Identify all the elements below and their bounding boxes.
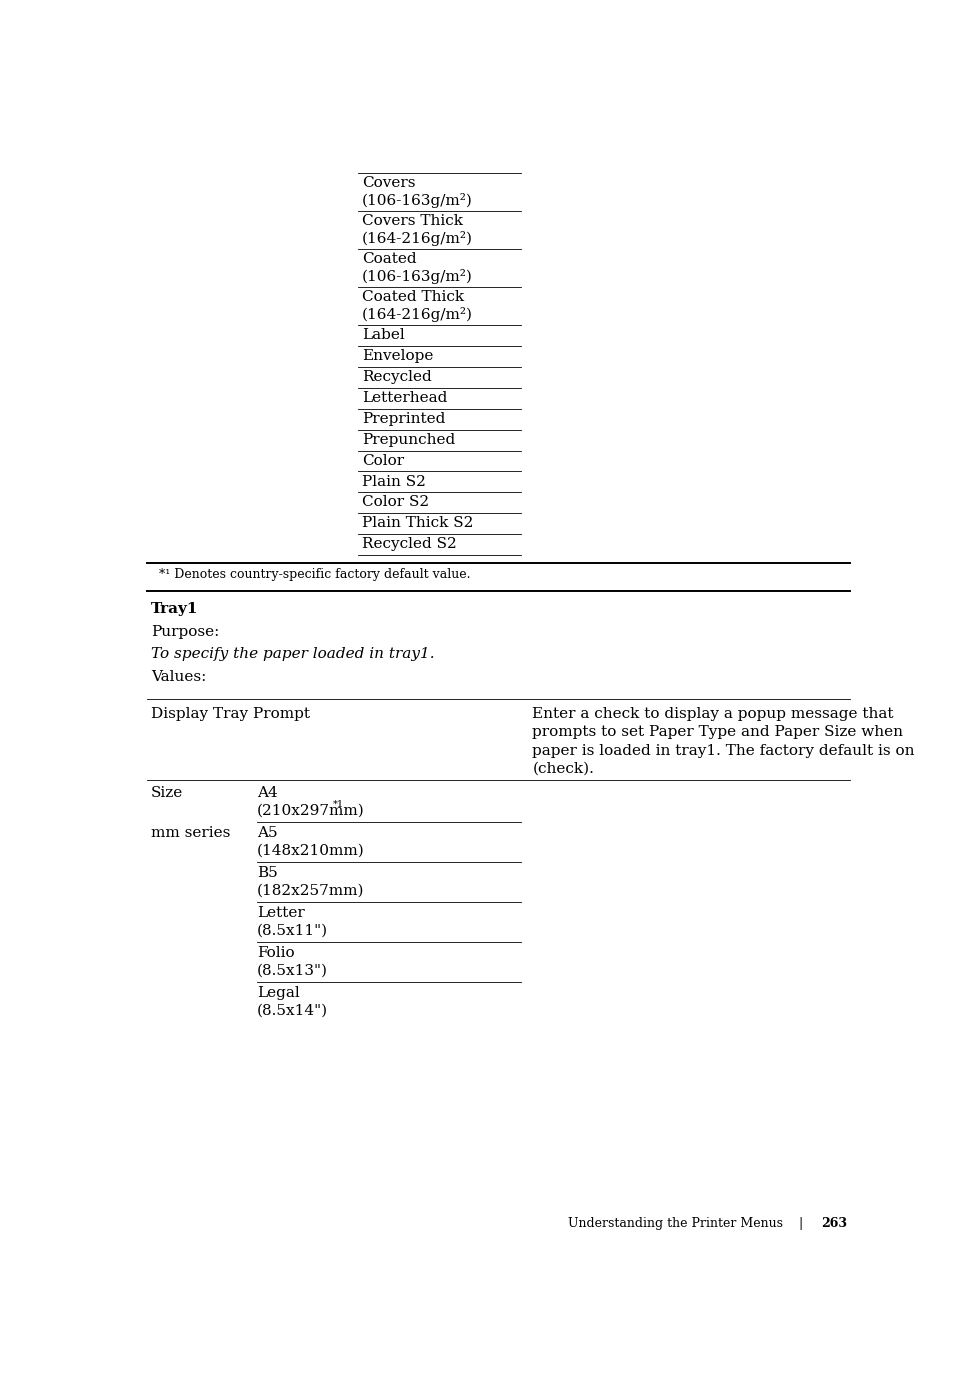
Text: Enter a check to display a popup message that
prompts to set Paper Type and Pape: Enter a check to display a popup message… — [532, 706, 915, 776]
Text: Covers: Covers — [362, 177, 415, 191]
Text: (164-216g/m²): (164-216g/m²) — [362, 306, 473, 322]
Text: Covers Thick: Covers Thick — [362, 215, 463, 228]
Text: Plain Thick S2: Plain Thick S2 — [362, 517, 473, 531]
FancyBboxPatch shape — [458, 1213, 885, 1244]
Text: Legal: Legal — [257, 986, 300, 1000]
Text: (164-216g/m²): (164-216g/m²) — [362, 231, 473, 247]
Text: (106-163g/m²): (106-163g/m²) — [362, 269, 473, 284]
Text: (106-163g/m²): (106-163g/m²) — [362, 194, 473, 209]
Text: (8.5x13"): (8.5x13") — [257, 964, 328, 978]
Text: 263: 263 — [819, 1216, 846, 1230]
Text: *1: *1 — [333, 800, 343, 809]
Text: Recycled S2: Recycled S2 — [362, 538, 456, 552]
Text: Display Tray Prompt: Display Tray Prompt — [151, 706, 310, 722]
Text: (8.5x11"): (8.5x11") — [257, 924, 328, 937]
Text: Understanding the Printer Menus    |    263: Understanding the Printer Menus | 263 — [571, 1216, 847, 1230]
Text: Understanding the Printer Menus    |: Understanding the Printer Menus | — [568, 1216, 819, 1230]
Text: (148x210mm): (148x210mm) — [257, 843, 365, 857]
Text: (8.5x14"): (8.5x14") — [257, 1003, 328, 1017]
Text: 263: 263 — [820, 1216, 847, 1230]
Text: (210x297mm): (210x297mm) — [257, 804, 365, 818]
Text: Coated Thick: Coated Thick — [362, 290, 464, 304]
Text: Letter: Letter — [257, 907, 305, 921]
Text: Color: Color — [362, 454, 404, 468]
Text: Plain S2: Plain S2 — [362, 475, 426, 489]
Text: Color S2: Color S2 — [362, 496, 429, 510]
Text: A5: A5 — [257, 826, 278, 840]
Text: Label: Label — [362, 327, 405, 341]
Text: Purpose:: Purpose: — [151, 625, 220, 639]
Text: B5: B5 — [257, 866, 278, 880]
Text: A4: A4 — [257, 786, 278, 800]
Text: Values:: Values: — [151, 670, 206, 684]
Text: Preprinted: Preprinted — [362, 412, 446, 426]
Text: Folio: Folio — [257, 946, 295, 960]
Text: *¹ Denotes country-specific factory default value.: *¹ Denotes country-specific factory defa… — [159, 567, 470, 581]
Text: To specify the paper loaded in tray1.: To specify the paper loaded in tray1. — [151, 646, 435, 660]
Text: Prepunched: Prepunched — [362, 433, 455, 447]
Text: Coated: Coated — [362, 252, 416, 266]
Text: Size: Size — [151, 786, 183, 800]
Text: Letterhead: Letterhead — [362, 391, 448, 405]
Text: Recycled: Recycled — [362, 369, 432, 384]
Text: Tray1: Tray1 — [151, 602, 198, 616]
Text: mm series: mm series — [151, 826, 231, 840]
Text: Envelope: Envelope — [362, 348, 433, 364]
Text: (182x257mm): (182x257mm) — [257, 883, 365, 897]
